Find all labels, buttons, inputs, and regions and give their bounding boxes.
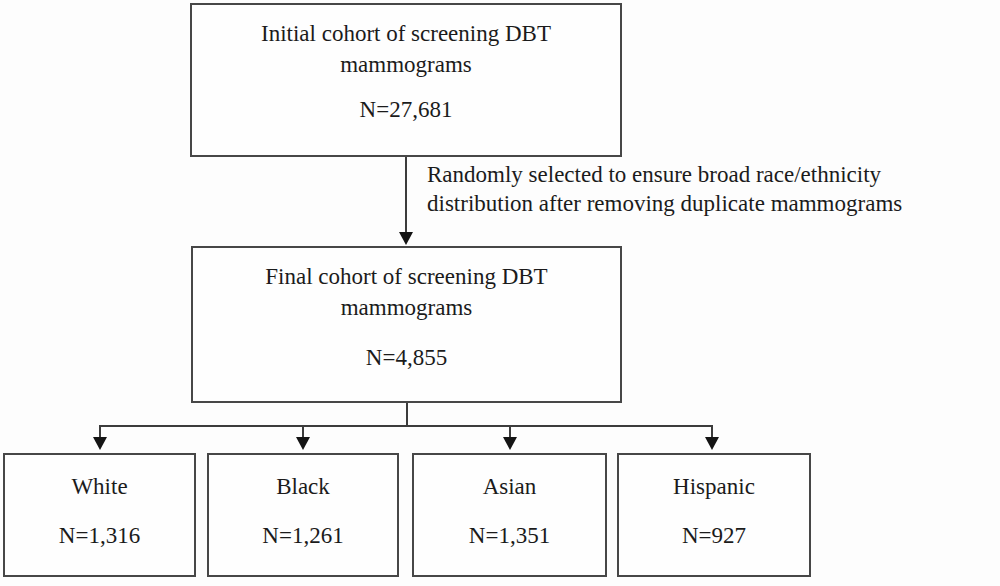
race-box-white: White N=1,316 [3, 453, 196, 577]
branch-arrow-white-head-icon [93, 437, 107, 450]
race-box-hispanic-count: N=927 [619, 522, 809, 550]
branch-horizontal-line [99, 425, 713, 427]
selection-note-line2: distribution after removing duplicate ma… [427, 189, 902, 218]
race-box-asian-label: Asian [414, 471, 605, 502]
arrow-initial-to-final-head-icon [399, 232, 413, 245]
final-cohort-count: N=4,855 [193, 344, 620, 372]
arrow-initial-to-final-line [405, 157, 407, 233]
race-box-white-label: White [5, 471, 194, 502]
cohort-flowchart: Initial cohort of screening DBT mammogra… [0, 0, 1000, 586]
initial-cohort-count: N=27,681 [192, 96, 620, 124]
branch-arrow-black-head-icon [296, 437, 310, 450]
final-cohort-box: Final cohort of screening DBT mammograms… [191, 246, 622, 403]
initial-cohort-box: Initial cohort of screening DBT mammogra… [190, 3, 622, 157]
selection-note: Randomly selected to ensure broad race/e… [427, 160, 902, 218]
branch-arrow-hispanic-head-icon [705, 437, 719, 450]
race-box-white-count: N=1,316 [5, 522, 194, 550]
race-box-asian-count: N=1,351 [414, 522, 605, 550]
branch-arrow-asian-head-icon [503, 437, 517, 450]
initial-cohort-title: Initial cohort of screening DBT mammogra… [216, 18, 596, 80]
selection-note-line1: Randomly selected to ensure broad race/e… [427, 160, 902, 189]
race-box-asian: Asian N=1,351 [412, 453, 607, 577]
race-box-black-label: Black [209, 471, 397, 502]
race-box-hispanic-label: Hispanic [619, 471, 809, 502]
branch-stem-line [406, 403, 408, 427]
race-box-hispanic: Hispanic N=927 [617, 453, 811, 577]
race-box-black-count: N=1,261 [209, 522, 397, 550]
race-box-black: Black N=1,261 [207, 453, 399, 577]
final-cohort-title: Final cohort of screening DBT mammograms [217, 261, 597, 323]
